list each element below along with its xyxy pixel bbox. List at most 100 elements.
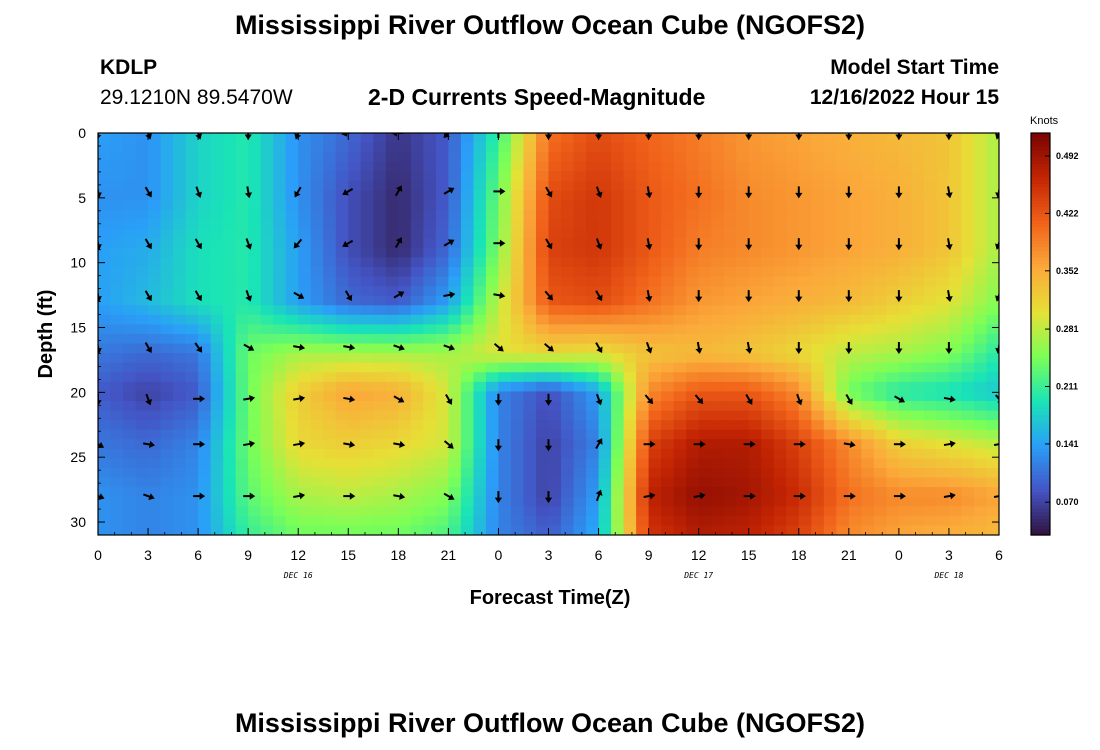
heatmap-cell [448, 238, 462, 249]
heatmap-cell [235, 219, 249, 230]
current-arrow [743, 492, 756, 500]
heatmap-cell [823, 391, 837, 402]
heatmap-cell [210, 152, 224, 163]
heatmap-cell [698, 525, 712, 535]
heatmap-cell [235, 295, 249, 306]
heatmap-cell [185, 142, 199, 153]
heatmap-cell [273, 171, 287, 182]
current-vectors [98, 133, 999, 504]
heatmap-cell [748, 448, 762, 460]
heatmap-cell [335, 439, 349, 450]
heatmap-cell [410, 525, 424, 535]
heatmap-cell [423, 487, 437, 498]
heatmap-cell [160, 209, 174, 220]
heatmap-cell [823, 429, 837, 440]
heatmap-cell [423, 343, 437, 354]
heatmap-cell [98, 286, 112, 297]
colorbar-segment [1031, 451, 1050, 456]
heatmap-cell [110, 133, 124, 144]
heatmap-cell [711, 180, 725, 192]
heatmap-cell [973, 190, 988, 201]
heatmap-cell [235, 305, 249, 316]
heatmap-cell [736, 133, 750, 144]
heatmap-cell [748, 506, 762, 517]
heatmap-cell [310, 276, 324, 287]
heatmap-cell [160, 142, 174, 153]
heatmap-cell [260, 448, 274, 460]
heatmap-cell [385, 161, 399, 172]
heatmap-cell [98, 525, 112, 535]
heatmap-cell [698, 219, 712, 230]
heatmap-cell [861, 209, 875, 220]
heatmap-cell [398, 200, 412, 211]
heatmap-cell [110, 238, 124, 249]
heatmap-cell [148, 142, 162, 153]
heatmap-cell [248, 180, 262, 192]
heatmap-cell [360, 286, 374, 297]
heatmap-cell [823, 161, 837, 172]
heatmap-cell [936, 295, 950, 306]
heatmap-cell [498, 334, 512, 345]
heatmap-cell [110, 295, 124, 306]
heatmap-cell [548, 267, 562, 278]
colorbar-segment [1031, 320, 1050, 325]
heatmap-cell [298, 209, 312, 220]
heatmap-cell [561, 448, 575, 460]
heatmap-cell [473, 247, 487, 259]
heatmap-cell [623, 468, 637, 479]
heatmap-cell [986, 219, 999, 230]
heatmap-cell [848, 362, 862, 373]
heatmap-cell [235, 133, 249, 144]
heatmap-cell [385, 238, 399, 249]
heatmap-cell [310, 429, 324, 440]
heatmap-cell [573, 200, 587, 211]
station-coordinates: 29.1210N 89.5470W [100, 86, 293, 109]
heatmap-cell [723, 276, 737, 287]
heatmap-cell [973, 334, 988, 345]
heatmap-cell [148, 267, 162, 278]
heatmap-cell [861, 314, 875, 326]
heatmap-cell [348, 295, 362, 306]
heatmap-cell [736, 525, 750, 535]
heatmap-cell [861, 295, 875, 306]
heatmap-cell [948, 190, 963, 201]
heatmap-cell [410, 209, 424, 220]
heatmap-cell [923, 458, 938, 469]
heatmap-cell [786, 458, 800, 469]
heatmap-cell [198, 209, 212, 220]
heatmap-cell [623, 353, 637, 364]
heatmap-cell [273, 506, 287, 517]
heatmap-cell [260, 247, 274, 259]
heatmap-cell [598, 200, 612, 211]
heatmap-cell [185, 152, 199, 163]
heatmap-cell [648, 228, 662, 239]
heatmap-cell [273, 381, 287, 393]
heatmap-cell [973, 180, 988, 192]
heatmap-cell [248, 420, 262, 431]
heatmap-cell [285, 238, 299, 249]
heatmap-cell [873, 468, 887, 479]
heatmap-cell [260, 209, 274, 220]
heatmap-cell [586, 324, 600, 335]
heatmap-cell [498, 362, 512, 373]
heatmap-cell [385, 496, 399, 507]
heatmap-cell [348, 142, 362, 153]
heatmap-cell [573, 515, 587, 527]
heatmap-cell [961, 496, 975, 507]
heatmap-cell [148, 362, 162, 373]
heatmap-cell [173, 334, 187, 345]
heatmap-cell [773, 391, 787, 402]
heatmap-cell [110, 506, 124, 517]
heatmap-cell [498, 506, 512, 517]
heatmap-cell [485, 477, 500, 488]
current-arrow [845, 186, 853, 199]
heatmap-cell [423, 468, 437, 479]
current-arrow [845, 393, 853, 405]
heatmap-cell [535, 276, 550, 287]
heatmap-cell [548, 391, 562, 402]
heatmap-cell [273, 353, 287, 364]
heatmap-cell [298, 353, 312, 364]
heatmap-cell [110, 525, 124, 535]
heatmap-cell [786, 401, 800, 412]
heatmap-cell [135, 305, 149, 316]
